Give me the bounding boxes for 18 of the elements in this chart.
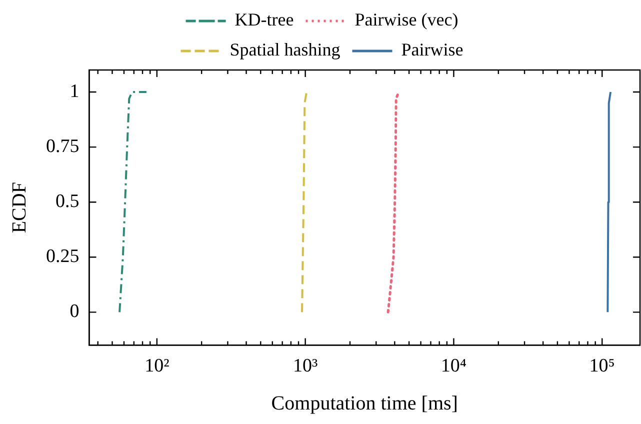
y-tick-label: 0.75 [46, 136, 80, 158]
x-tick-label: 10⁵ [589, 356, 615, 377]
line-series [301, 91, 308, 314]
x-tick-label: 10² [144, 356, 170, 377]
legend-label: Pairwise (vec) [354, 10, 458, 30]
line-series [118, 91, 148, 314]
y-tick-label: 0.5 [56, 191, 80, 212]
line-series [386, 90, 400, 314]
x-tick-label: 10³ [292, 356, 318, 377]
x-axis-title: Computation time [ms] [271, 392, 458, 414]
legend-label: Pairwise [401, 40, 464, 60]
legend-label: KD-tree [234, 10, 294, 30]
y-tick-label: 1 [70, 81, 80, 102]
y-axis-title: ECDF [8, 182, 30, 234]
x-tick-label: 10⁴ [440, 356, 467, 377]
legend-label: Spatial hashing [230, 40, 340, 60]
y-tick-label: 0 [70, 301, 80, 322]
y-tick-label: 0.25 [46, 246, 80, 268]
